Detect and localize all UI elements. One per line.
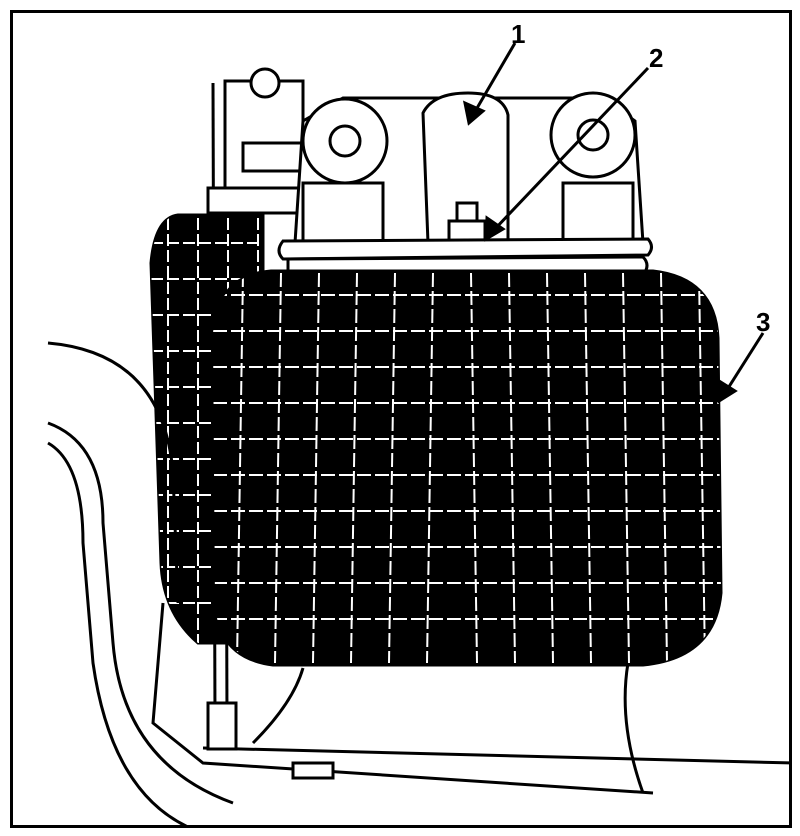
lower-structure	[151, 602, 789, 795]
netting-line	[584, 272, 592, 664]
netting-line	[660, 272, 668, 664]
air-spring-illustration	[47, 42, 789, 825]
figure-frame: 1 2 3	[10, 10, 792, 828]
callout-3: 3	[756, 307, 771, 337]
mounting-nut	[447, 201, 487, 245]
leader-3	[723, 332, 765, 394]
netting-line	[388, 272, 396, 664]
netting-line	[622, 272, 630, 664]
leader-2	[491, 66, 650, 233]
leader-lines	[462, 42, 765, 404]
callout-2: 2	[649, 43, 664, 73]
netting-line	[312, 272, 320, 664]
netting-line	[508, 272, 516, 664]
netting-line	[698, 272, 706, 664]
netting-line	[546, 272, 554, 664]
arrowhead-2	[484, 215, 506, 242]
netting-line	[236, 272, 244, 664]
rear-bracket	[206, 67, 305, 215]
arrowhead-1	[462, 100, 486, 126]
frame-rail	[47, 341, 234, 825]
arrowhead-3	[717, 378, 738, 404]
bead-plate-ring	[277, 237, 653, 279]
netting-line	[350, 272, 358, 664]
mount-bracket	[421, 91, 510, 245]
leader-1	[471, 42, 517, 116]
upper-mount	[293, 91, 645, 245]
netting-line	[426, 272, 434, 664]
netting-line	[274, 272, 282, 664]
front-air-bag	[211, 269, 723, 667]
callout-1: 1	[511, 19, 526, 49]
netting-line	[470, 272, 478, 664]
